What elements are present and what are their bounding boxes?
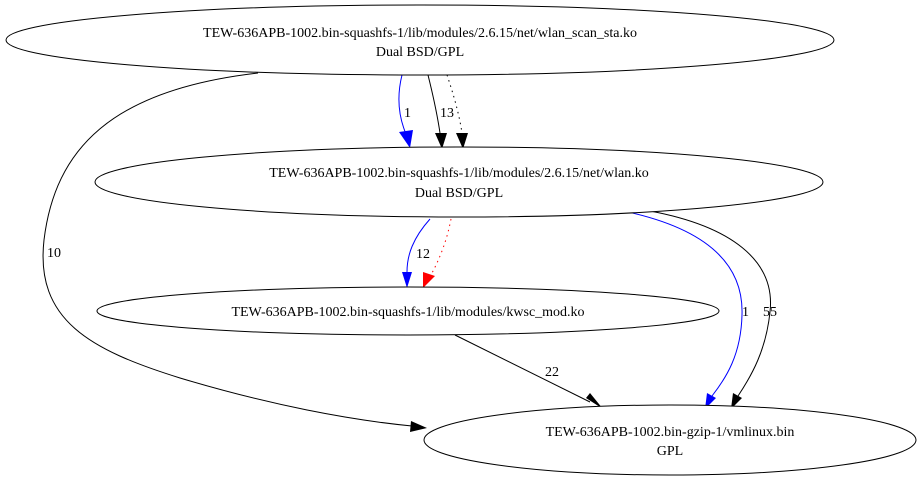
node-wlan-scan-sta: TEW-636APB-1002.bin-squashfs-1/lib/modul… — [5, 4, 835, 76]
node-wlan-ellipse — [94, 146, 824, 218]
edge-scan-to-wlan-blue: 1 — [398, 74, 413, 148]
node-vmlinux: TEW-636APB-1002.bin-gzip-1/vmlinux.bin G… — [423, 404, 917, 476]
node-wlan-license: Dual BSD/GPL — [415, 186, 503, 201]
node-vmlinux-path: TEW-636APB-1002.bin-gzip-1/vmlinux.bin — [546, 425, 795, 440]
node-kwsc-mod: TEW-636APB-1002.bin-squashfs-1/lib/modul… — [96, 286, 720, 336]
node-wlan: TEW-636APB-1002.bin-squashfs-1/lib/modul… — [94, 146, 824, 218]
node-wlan-scan-sta-license: Dual BSD/GPL — [376, 45, 464, 60]
node-wlan-path: TEW-636APB-1002.bin-squashfs-1/lib/modul… — [269, 166, 649, 181]
edge-wlan-to-vmlinux-blue-line — [627, 211, 743, 397]
edge-scan-to-vmlinux-label: 10 — [47, 246, 61, 261]
edge-scan-to-wlan-black-label: 13 — [440, 106, 454, 121]
edge-scan-to-wlan-blue-label: 1 — [404, 106, 411, 121]
edge-wlan-to-vmlinux-black-arrowhead — [731, 393, 742, 409]
edge-wlan-to-vmlinux-black: 55 — [649, 210, 777, 409]
edge-scan-to-vmlinux: 10 — [42, 72, 427, 432]
edge-wlan-to-kwsc-red — [423, 218, 452, 288]
edge-kwsc-to-vmlinux-arrowhead — [586, 393, 603, 409]
edge-scan-to-wlan-blue-arrowhead — [399, 130, 413, 148]
node-wlan-scan-sta-path: TEW-636APB-1002.bin-squashfs-1/lib/modul… — [203, 26, 637, 41]
edge-wlan-to-kwsc-blue: 12 — [402, 218, 431, 288]
node-vmlinux-ellipse — [423, 404, 917, 476]
edge-wlan-to-vmlinux-black-label: 55 — [763, 305, 777, 320]
edge-kwsc-to-vmlinux: 22 — [454, 334, 603, 409]
node-vmlinux-license: GPL — [657, 444, 683, 459]
edge-scan-to-wlan-black-arrowhead — [435, 133, 447, 149]
edge-kwsc-to-vmlinux-line — [454, 334, 591, 403]
node-kwsc-mod-ellipse — [96, 286, 720, 336]
edge-scan-to-vmlinux-arrowhead — [410, 421, 427, 432]
edge-scan-to-wlan-blue-line — [398, 74, 407, 135]
node-wlan-scan-sta-ellipse — [5, 4, 835, 76]
edge-wlan-to-kwsc-blue-label: 12 — [416, 247, 430, 262]
node-kwsc-mod-path: TEW-636APB-1002.bin-squashfs-1/lib/modul… — [231, 305, 584, 320]
edge-wlan-to-vmlinux-black-line — [649, 210, 771, 397]
edge-scan-to-vmlinux-line — [42, 72, 413, 427]
edge-wlan-to-vmlinux-blue-label: 1 — [742, 305, 749, 320]
edge-wlan-to-kwsc-blue-line — [406, 218, 431, 273]
edge-wlan-to-kwsc-red-arrowhead — [423, 272, 435, 288]
edge-scan-to-wlan-dotted-line — [446, 74, 463, 134]
edge-scan-to-wlan-dotted — [446, 74, 468, 149]
edge-scan-to-wlan-black: 13 — [427, 74, 454, 149]
edge-kwsc-to-vmlinux-label: 22 — [545, 365, 559, 380]
edge-wlan-to-kwsc-red-line — [431, 218, 452, 274]
edge-scan-to-wlan-dotted-arrowhead — [456, 133, 468, 149]
edge-scan-to-wlan-black-line — [427, 74, 441, 134]
edge-wlan-to-kwsc-blue-arrowhead — [402, 272, 412, 288]
